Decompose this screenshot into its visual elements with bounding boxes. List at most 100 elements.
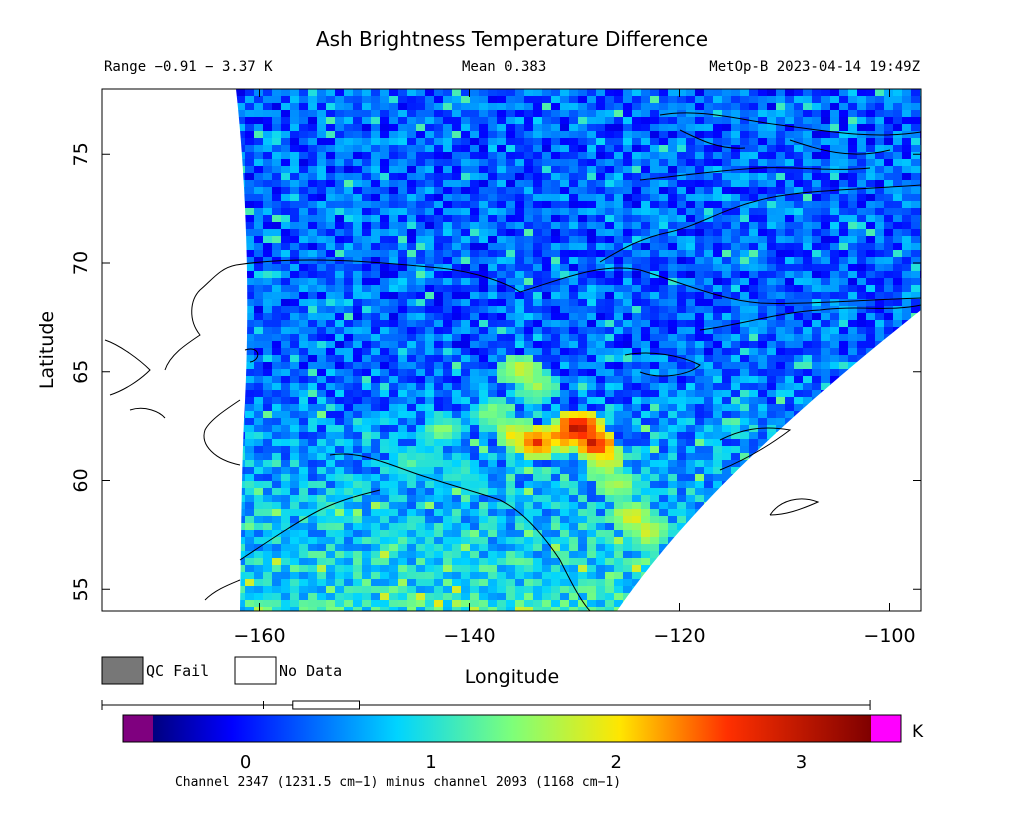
swath-cell: [461, 271, 470, 278]
swath-cell: [641, 488, 650, 495]
swath-cell: [263, 201, 272, 208]
swath-cell: [569, 502, 578, 509]
swath-cell: [335, 103, 344, 110]
swath-cell: [614, 474, 623, 481]
swath-cell: [452, 355, 461, 362]
swath-cell: [326, 152, 335, 159]
swath-cell: [767, 341, 776, 348]
swath-cell: [461, 320, 470, 327]
swath-cell: [443, 173, 452, 180]
swath-cell: [308, 502, 317, 509]
swath-cell: [731, 110, 740, 117]
swath-cell: [605, 152, 614, 159]
swath-cell: [272, 397, 281, 404]
swath-cell: [704, 383, 713, 390]
swath-cell: [569, 341, 578, 348]
swath-cell: [722, 411, 731, 418]
swath-cell: [425, 110, 434, 117]
swath-cell: [425, 509, 434, 516]
swath-cell: [371, 530, 380, 537]
swath-cell: [452, 425, 461, 432]
swath-cell: [722, 453, 731, 460]
swath-cell: [812, 194, 821, 201]
swath-cell: [326, 516, 335, 523]
swath-cell: [785, 145, 794, 152]
swath-cell: [848, 334, 857, 341]
swath-cell: [335, 152, 344, 159]
swath-cell: [254, 110, 263, 117]
swath-cell: [272, 320, 281, 327]
swath-cell: [578, 138, 587, 145]
swath-cell: [398, 138, 407, 145]
swath-cell: [659, 369, 668, 376]
swath-cell: [875, 208, 884, 215]
swath-cell: [749, 355, 758, 362]
swath-cell: [803, 215, 812, 222]
swath-cell: [821, 320, 830, 327]
swath-cell: [560, 117, 569, 124]
swath-cell: [416, 523, 425, 530]
swath-cell: [407, 467, 416, 474]
swath-cell: [623, 152, 632, 159]
swath-cell: [713, 285, 722, 292]
swath-cell: [758, 201, 767, 208]
swath-cell: [641, 110, 650, 117]
swath-cell: [443, 383, 452, 390]
swath-cell: [344, 327, 353, 334]
swath-cell: [812, 138, 821, 145]
swath-cell: [263, 264, 272, 271]
swath-cell: [317, 341, 326, 348]
swath-cell: [884, 243, 893, 250]
swath-cell: [353, 124, 362, 131]
swath-cell: [272, 495, 281, 502]
swath-cell: [515, 187, 524, 194]
swath-cell: [668, 271, 677, 278]
swath-cell: [821, 348, 830, 355]
swath-cell: [641, 222, 650, 229]
swath-cell: [326, 222, 335, 229]
swath-cell: [578, 418, 587, 425]
swath-cell: [857, 271, 866, 278]
swath-cell: [893, 215, 902, 222]
swath-cell: [254, 355, 263, 362]
swath-cell: [371, 110, 380, 117]
swath-cell: [641, 131, 650, 138]
swath-cell: [587, 96, 596, 103]
swath-cell: [542, 159, 551, 166]
swath-cell: [461, 138, 470, 145]
swath-cell: [497, 131, 506, 138]
swath-cell: [335, 348, 344, 355]
swath-cell: [506, 306, 515, 313]
swath-cell: [353, 523, 362, 530]
swath-cell: [857, 89, 866, 96]
swath-cell: [731, 376, 740, 383]
swath-cell: [884, 187, 893, 194]
swath-cell: [632, 355, 641, 362]
swath-cell: [497, 516, 506, 523]
swath-cell: [623, 432, 632, 439]
swath-cell: [587, 467, 596, 474]
swath-cell: [443, 215, 452, 222]
swath-cell: [236, 124, 245, 131]
swath-cell: [911, 292, 920, 299]
swath-cell: [524, 502, 533, 509]
swath-cell: [704, 159, 713, 166]
swath-cell: [578, 411, 587, 418]
swath-cell: [416, 509, 425, 516]
swath-cell: [641, 89, 650, 96]
swath-cell: [695, 180, 704, 187]
swath-cell: [443, 264, 452, 271]
swath-cell: [479, 341, 488, 348]
swath-cell: [425, 418, 434, 425]
swath-cell: [821, 229, 830, 236]
swath-cell: [272, 110, 281, 117]
swath-cell: [362, 138, 371, 145]
swath-cell: [686, 124, 695, 131]
swath-cell: [668, 369, 677, 376]
swath-cell: [794, 96, 803, 103]
swath-cell: [866, 271, 875, 278]
swath-cell: [623, 348, 632, 355]
swath-cell: [767, 145, 776, 152]
swath-cell: [335, 439, 344, 446]
swath-cell: [560, 138, 569, 145]
